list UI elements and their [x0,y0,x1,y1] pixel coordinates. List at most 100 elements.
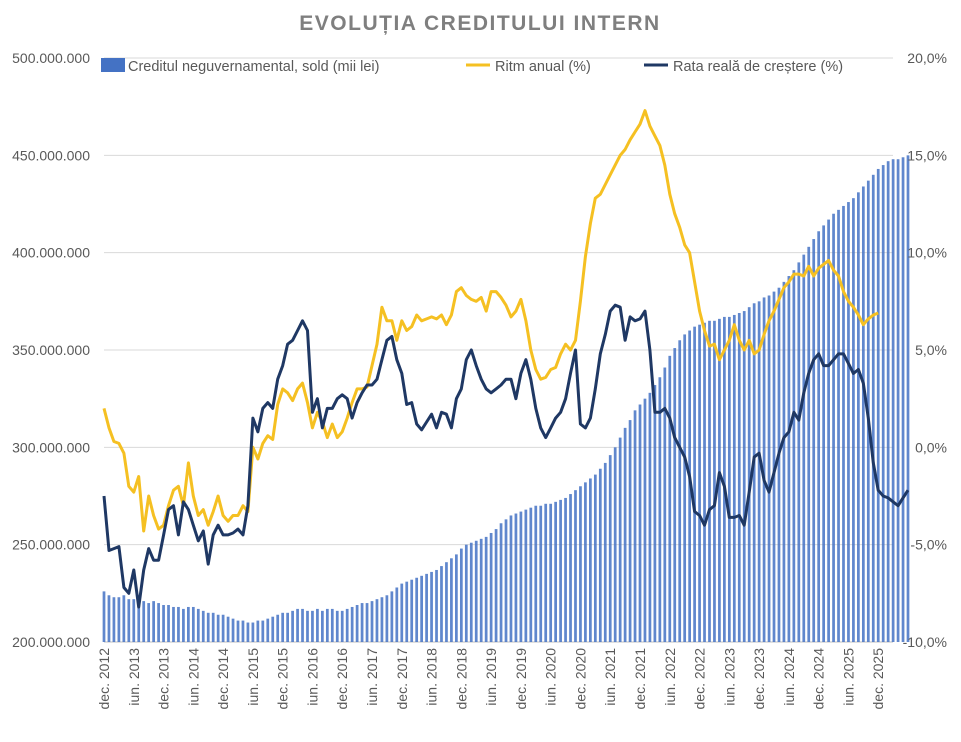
bar [852,198,855,642]
bar [837,209,840,642]
right-tick-label: 10,0% [907,245,947,261]
legend-item-credit[interactable]: Creditul neguvernamental, sold (mii lei) [101,58,379,75]
x-tick-label: dec. 2019 [513,648,529,710]
bar [385,595,389,642]
bar [102,591,106,642]
bar [162,605,165,642]
legend-item-ritm[interactable]: Ritm anual (%) [466,59,591,75]
right-tick-label: 0,0% [915,439,947,455]
left-tick-label: 450.000.000 [12,147,90,163]
bar [732,314,736,642]
bar [296,608,299,642]
left-tick-label: 500.000.000 [12,50,90,66]
bar [415,577,419,642]
bar [698,324,701,642]
bar [435,569,438,642]
x-axis: dec. 2012 iun. 2013 dec. 2013 iun. 2014 dec.… [96,648,886,710]
x-tick-label: iun. 2018 [424,648,440,706]
bar [683,334,687,642]
left-tick-label: 200.000.000 [12,634,90,650]
bar [598,468,602,642]
bar [231,618,235,642]
bar [658,377,662,642]
bar [857,192,860,642]
bar [246,622,250,642]
x-tick-label: iun. 2022 [662,648,678,706]
bar [221,614,225,642]
bar [345,608,349,642]
left-tick-label: 250.000.000 [12,537,90,553]
bar [127,599,131,642]
bar [529,507,533,642]
bar [708,320,711,642]
bar [812,239,816,643]
bar [430,571,433,642]
bar [410,579,414,642]
bar [330,608,334,642]
x-tick-label: iun. 2023 [721,648,737,706]
bar [499,523,503,642]
bar [206,612,210,642]
bar [301,608,304,642]
bar [802,254,806,642]
bar [390,591,394,642]
x-tick-label: dec. 2012 [96,648,112,710]
bar [876,168,880,642]
bar [777,287,781,642]
bar [281,612,285,642]
legend-item-rata[interactable]: Rata reală de creștere (%) [644,59,843,75]
x-tick-label: dec. 2017 [394,648,410,710]
x-tick-label: iun. 2019 [483,648,499,706]
bar [187,606,190,642]
bar [881,165,885,643]
bar [355,605,359,642]
bar [380,597,384,642]
left-tick-label: 350.000.000 [12,342,90,358]
bar [350,606,354,642]
bar [445,562,448,642]
x-tick-label: dec. 2020 [572,648,588,710]
bar [797,262,801,642]
bar [678,340,682,642]
bar [514,513,518,642]
left-tick-label: 300.000.000 [12,439,90,455]
bar [752,303,756,642]
bar [226,616,230,642]
bar [861,186,865,643]
bar [276,614,280,642]
bar [673,348,677,642]
gridlines [104,57,893,643]
bar [132,599,136,642]
bar [792,270,796,642]
bar [842,205,845,643]
bar [147,603,151,642]
bar [727,316,731,642]
bar [107,595,111,642]
bar [822,225,825,642]
bar [450,558,453,642]
bar [584,482,587,642]
bar [896,159,900,642]
left-tick-label: 400.000.000 [12,245,90,261]
bar [767,295,771,642]
bar [663,367,667,642]
bar [157,603,160,642]
bar [559,499,562,642]
bar [395,587,399,642]
bar [316,608,319,642]
right-tick-label: 5,0% [915,342,947,358]
bar [122,595,126,642]
bar [871,174,875,643]
bar [420,575,423,642]
bar [455,554,458,642]
bar [340,610,344,642]
bar [534,505,538,642]
bar [623,427,627,642]
bar [291,610,294,642]
bar [325,608,329,642]
x-tick-label: dec. 2022 [692,648,708,710]
bar [271,616,275,642]
bar [539,505,543,642]
bar [321,610,324,642]
right-tick-label: -5,0% [910,537,947,553]
